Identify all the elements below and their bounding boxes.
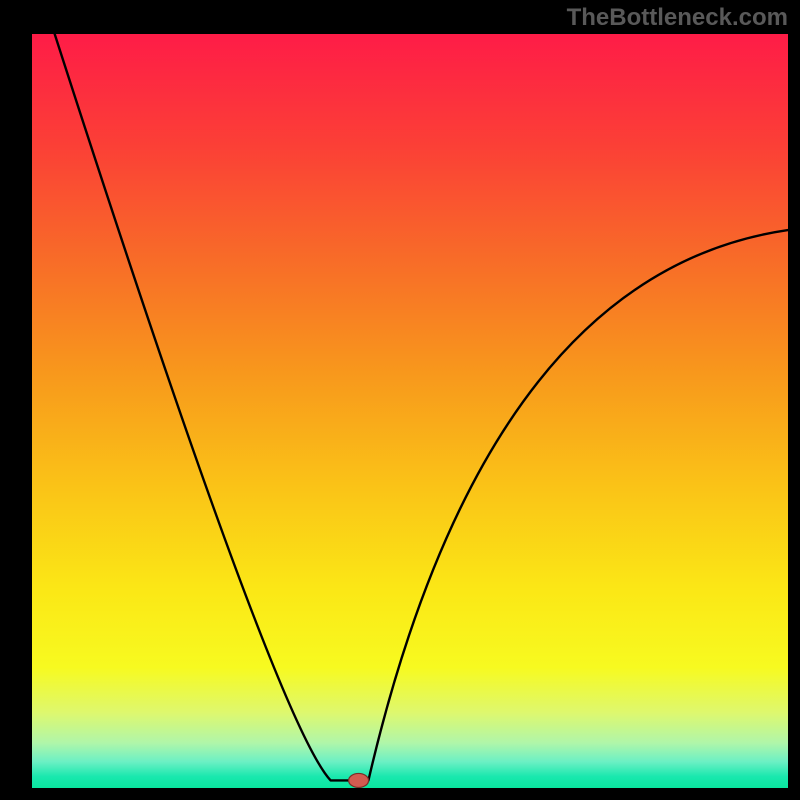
frame-bottom	[0, 788, 800, 800]
plot-area	[32, 34, 788, 788]
frame-right	[788, 0, 800, 800]
bottleneck-chart	[32, 34, 788, 788]
watermark-text: TheBottleneck.com	[567, 4, 788, 32]
gradient-background	[32, 34, 788, 788]
optimum-marker	[349, 773, 369, 787]
frame-left	[0, 0, 32, 800]
